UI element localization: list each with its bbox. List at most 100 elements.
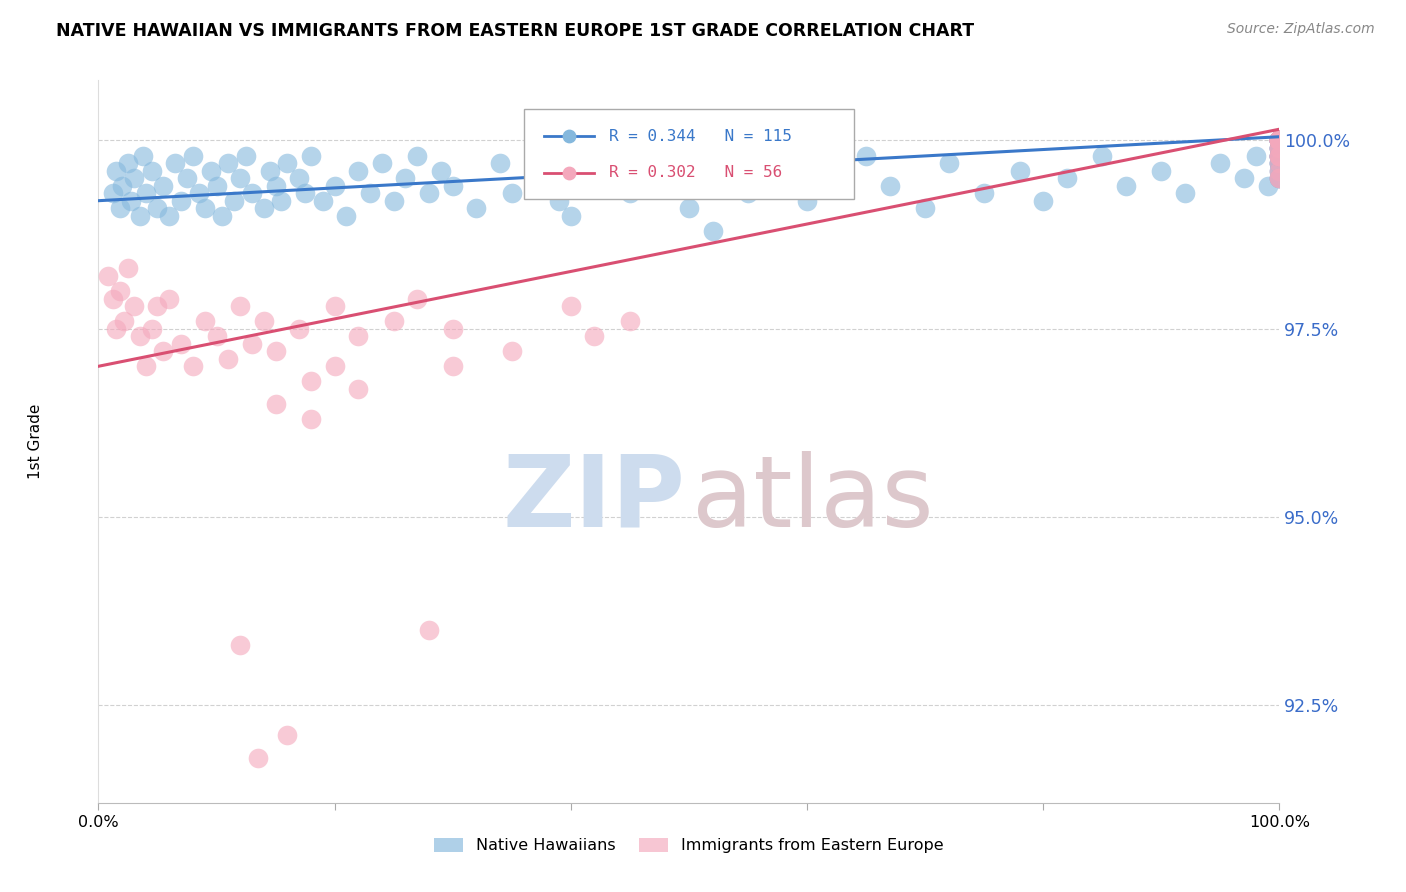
Point <box>128 209 150 223</box>
Point <box>101 292 124 306</box>
Point <box>1268 141 1291 155</box>
Point <box>1115 178 1137 193</box>
Point <box>1008 163 1031 178</box>
Point <box>117 261 139 276</box>
Point <box>200 163 222 178</box>
Point <box>152 178 174 193</box>
Point <box>501 186 523 201</box>
Point <box>97 268 120 283</box>
Legend: Native Hawaiians, Immigrants from Eastern Europe: Native Hawaiians, Immigrants from Easter… <box>427 831 950 860</box>
Point <box>108 201 131 215</box>
Point <box>1268 163 1291 178</box>
Point <box>1268 171 1291 186</box>
Point <box>1268 141 1291 155</box>
Point <box>1268 156 1291 170</box>
Point <box>176 171 198 186</box>
Point <box>418 186 440 201</box>
Point <box>1257 178 1279 193</box>
Point <box>772 163 794 178</box>
Point <box>299 374 322 388</box>
Point <box>246 750 269 764</box>
Point <box>441 178 464 193</box>
Point <box>619 186 641 201</box>
Point <box>1268 163 1291 178</box>
FancyBboxPatch shape <box>523 109 855 200</box>
Point <box>1268 148 1291 162</box>
Point <box>1174 186 1197 201</box>
Point <box>441 359 464 374</box>
Point <box>1268 141 1291 155</box>
Point <box>1268 133 1291 147</box>
Point <box>224 194 246 208</box>
Point <box>548 194 571 208</box>
Point <box>288 321 311 335</box>
Point <box>335 209 357 223</box>
Point <box>264 397 287 411</box>
Point <box>1268 133 1291 147</box>
Point <box>217 156 239 170</box>
Point <box>347 329 370 343</box>
Point <box>382 194 405 208</box>
Point <box>122 299 145 313</box>
Point <box>831 171 853 186</box>
Point <box>1268 133 1291 147</box>
Point <box>1268 133 1291 147</box>
Point <box>276 728 298 742</box>
Point <box>973 186 995 201</box>
Point <box>187 186 209 201</box>
Y-axis label: 1st Grade: 1st Grade <box>28 404 42 479</box>
Point <box>1268 148 1291 162</box>
Point <box>122 171 145 186</box>
Point <box>583 178 606 193</box>
Text: R = 0.344   N = 115: R = 0.344 N = 115 <box>609 128 792 144</box>
Point <box>117 156 139 170</box>
Point <box>157 209 180 223</box>
Point <box>560 299 582 313</box>
Point <box>181 359 204 374</box>
Point <box>737 186 759 201</box>
Point <box>264 344 287 359</box>
Point <box>1268 133 1291 147</box>
Point <box>796 194 818 208</box>
Text: Source: ZipAtlas.com: Source: ZipAtlas.com <box>1227 22 1375 37</box>
Point <box>1268 133 1291 147</box>
Point <box>465 201 488 215</box>
Point <box>1268 156 1291 170</box>
Point <box>240 186 263 201</box>
Point <box>914 201 936 215</box>
Point <box>1268 148 1291 162</box>
Text: atlas: atlas <box>693 450 934 548</box>
Point <box>536 171 558 186</box>
Point <box>654 171 676 186</box>
Point <box>430 163 453 178</box>
Point <box>121 194 143 208</box>
Point <box>1032 194 1054 208</box>
Point <box>1268 133 1291 147</box>
Point <box>1268 156 1291 170</box>
Point <box>299 148 322 162</box>
Point <box>1268 133 1291 147</box>
Point <box>235 148 257 162</box>
Point <box>1268 133 1291 147</box>
Point <box>128 329 150 343</box>
Point <box>1268 171 1291 186</box>
Point <box>240 336 263 351</box>
Point <box>1268 141 1291 155</box>
Point <box>1268 133 1291 147</box>
Point <box>205 178 228 193</box>
Point <box>141 163 163 178</box>
Point <box>170 336 193 351</box>
Point <box>253 201 276 215</box>
Point <box>135 359 157 374</box>
Point <box>165 156 187 170</box>
Point <box>105 163 128 178</box>
Point <box>229 171 252 186</box>
Point <box>1268 141 1291 155</box>
Point <box>1268 133 1291 147</box>
Point <box>1268 148 1291 162</box>
Point <box>1268 133 1291 147</box>
Point <box>1268 133 1291 147</box>
Point <box>1268 156 1291 170</box>
Point <box>229 299 252 313</box>
Point <box>879 178 901 193</box>
